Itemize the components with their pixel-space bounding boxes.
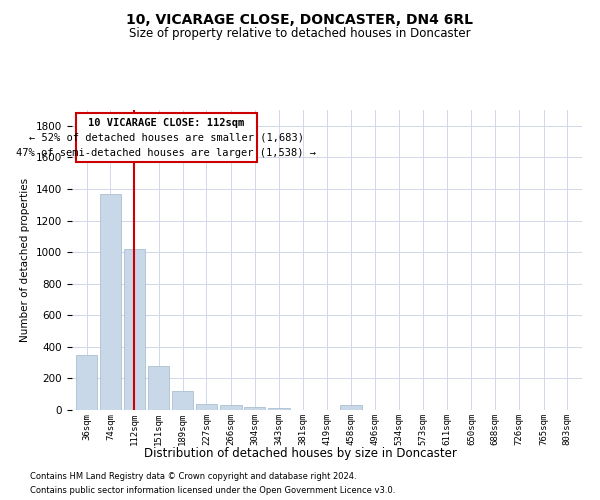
Y-axis label: Number of detached properties: Number of detached properties	[20, 178, 31, 342]
Text: 10 VICARAGE CLOSE: 112sqm: 10 VICARAGE CLOSE: 112sqm	[88, 118, 245, 128]
Bar	[148, 366, 169, 410]
Bar	[172, 391, 193, 410]
Text: Distribution of detached houses by size in Doncaster: Distribution of detached houses by size …	[143, 448, 457, 460]
Bar	[124, 249, 145, 410]
Bar	[76, 354, 97, 410]
Bar	[100, 194, 121, 410]
Text: 10, VICARAGE CLOSE, DONCASTER, DN4 6RL: 10, VICARAGE CLOSE, DONCASTER, DN4 6RL	[127, 12, 473, 26]
Text: Contains HM Land Registry data © Crown copyright and database right 2024.: Contains HM Land Registry data © Crown c…	[30, 472, 356, 481]
Text: 47% of semi-detached houses are larger (1,538) →: 47% of semi-detached houses are larger (…	[16, 148, 316, 158]
Bar	[268, 408, 290, 410]
Bar	[340, 406, 362, 410]
Text: Size of property relative to detached houses in Doncaster: Size of property relative to detached ho…	[129, 28, 471, 40]
Text: Contains public sector information licensed under the Open Government Licence v3: Contains public sector information licen…	[30, 486, 395, 495]
Bar	[244, 407, 265, 410]
Text: ← 52% of detached houses are smaller (1,683): ← 52% of detached houses are smaller (1,…	[29, 133, 304, 143]
Bar	[220, 405, 242, 410]
Bar	[196, 404, 217, 410]
Bar	[76, 114, 257, 162]
